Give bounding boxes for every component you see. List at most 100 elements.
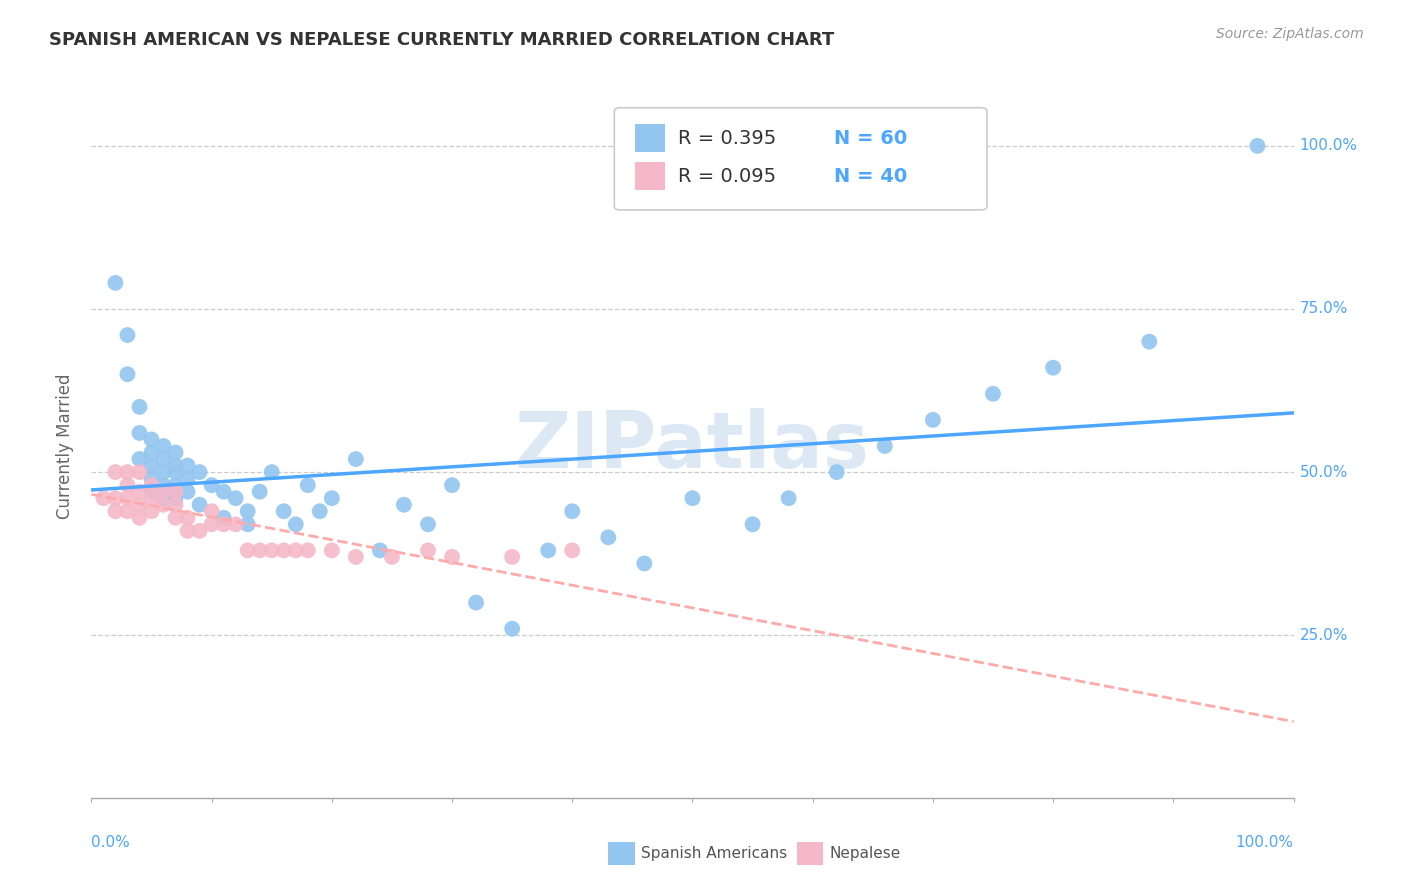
Point <box>440 478 463 492</box>
Point <box>212 484 235 499</box>
Point <box>165 478 187 492</box>
Point <box>152 484 174 499</box>
Point <box>165 445 187 459</box>
Point <box>104 465 127 479</box>
Point <box>152 465 174 479</box>
Point <box>141 458 163 473</box>
Point <box>165 491 187 506</box>
Point <box>249 484 271 499</box>
Text: ZIPatlas: ZIPatlas <box>515 408 870 484</box>
Text: 100.0%: 100.0% <box>1299 138 1358 153</box>
Point <box>416 543 439 558</box>
Point <box>440 549 463 564</box>
Point <box>321 491 343 506</box>
Point <box>741 517 763 532</box>
Point <box>249 543 271 558</box>
Point <box>1042 360 1064 375</box>
Point <box>344 549 367 564</box>
Point <box>561 543 583 558</box>
Point <box>141 478 163 492</box>
Bar <box>797 842 824 864</box>
Text: Nepalese: Nepalese <box>830 846 901 861</box>
Point <box>236 517 259 532</box>
Point <box>598 530 620 544</box>
Text: SPANISH AMERICAN VS NEPALESE CURRENTLY MARRIED CORRELATION CHART: SPANISH AMERICAN VS NEPALESE CURRENTLY M… <box>49 31 834 49</box>
Text: Source: ZipAtlas.com: Source: ZipAtlas.com <box>1216 27 1364 41</box>
Text: 0.0%: 0.0% <box>91 835 131 850</box>
Point <box>297 478 319 492</box>
Point <box>141 491 163 506</box>
Point <box>1246 139 1268 153</box>
Point <box>165 498 187 512</box>
Point <box>165 465 187 479</box>
Point <box>225 517 247 532</box>
Point <box>201 478 224 492</box>
Text: R = 0.095: R = 0.095 <box>678 167 776 186</box>
Point <box>104 491 127 506</box>
Point <box>321 543 343 558</box>
Point <box>188 524 211 538</box>
Point <box>188 498 211 512</box>
Y-axis label: Currently Married: Currently Married <box>56 373 75 519</box>
Point <box>117 465 139 479</box>
Point <box>117 368 139 382</box>
Point <box>225 491 247 506</box>
Point <box>465 596 488 610</box>
Text: Spanish Americans: Spanish Americans <box>641 846 787 861</box>
Point <box>128 484 150 499</box>
Point <box>176 510 198 524</box>
FancyBboxPatch shape <box>614 108 987 210</box>
Point <box>825 465 848 479</box>
Point <box>381 549 404 564</box>
Point <box>537 543 560 558</box>
Point <box>260 465 283 479</box>
Point <box>176 484 198 499</box>
Text: 75.0%: 75.0% <box>1299 301 1348 317</box>
Point <box>501 549 523 564</box>
Point <box>141 433 163 447</box>
Point <box>236 543 259 558</box>
Point <box>128 400 150 414</box>
Point <box>284 517 307 532</box>
Point <box>152 498 174 512</box>
Point <box>128 452 150 467</box>
Point <box>778 491 800 506</box>
Point <box>561 504 583 518</box>
Point <box>981 386 1004 401</box>
Point <box>152 452 174 467</box>
Point <box>128 498 150 512</box>
Point <box>344 452 367 467</box>
Point <box>873 439 896 453</box>
Point <box>212 517 235 532</box>
Point <box>117 478 139 492</box>
Point <box>141 472 163 486</box>
Text: 25.0%: 25.0% <box>1299 628 1348 643</box>
Point <box>201 504 224 518</box>
Point <box>501 622 523 636</box>
Point <box>212 510 235 524</box>
Point <box>416 517 439 532</box>
Bar <box>634 162 665 190</box>
Point <box>152 478 174 492</box>
Point <box>104 276 127 290</box>
Point <box>273 543 295 558</box>
Point <box>922 413 945 427</box>
Point <box>273 504 295 518</box>
Point <box>176 472 198 486</box>
Point <box>176 524 198 538</box>
Point <box>141 445 163 459</box>
Point <box>117 491 139 506</box>
Text: 100.0%: 100.0% <box>1236 835 1294 850</box>
Point <box>104 504 127 518</box>
Point <box>128 465 150 479</box>
Point <box>141 484 163 499</box>
Point <box>117 504 139 518</box>
Text: R = 0.395: R = 0.395 <box>678 128 776 147</box>
Text: N = 40: N = 40 <box>834 167 907 186</box>
Point <box>260 543 283 558</box>
Text: N = 60: N = 60 <box>834 128 907 147</box>
Point <box>297 543 319 558</box>
Bar <box>609 842 634 864</box>
Bar <box>634 124 665 153</box>
Point <box>176 458 198 473</box>
